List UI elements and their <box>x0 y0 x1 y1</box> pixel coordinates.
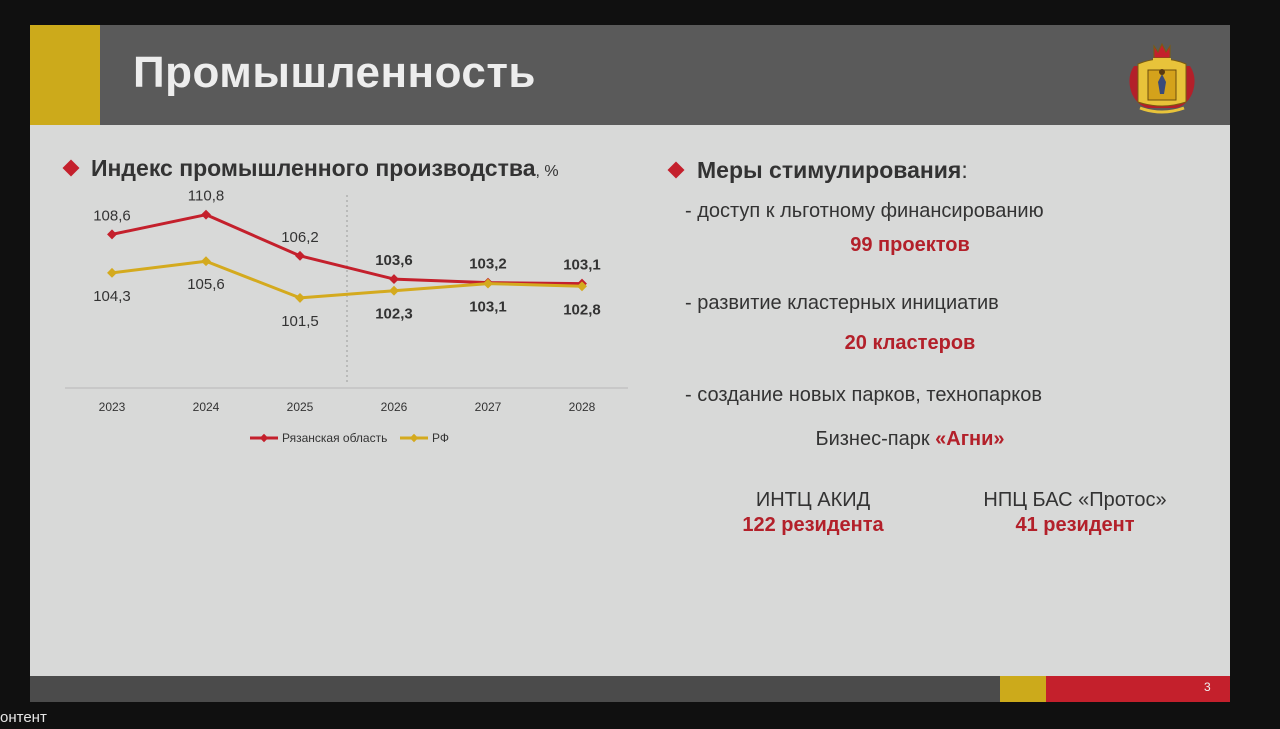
x-tick-label: 2025 <box>287 400 314 414</box>
data-label: 103,6 <box>375 252 413 269</box>
center1-value: 122 резидента <box>742 514 884 536</box>
left-section-title: Индекс промышленного производства, % <box>91 153 559 187</box>
data-point <box>107 267 117 278</box>
legend-marker <box>409 433 419 443</box>
coat-of-arms-icon <box>1129 42 1195 114</box>
measure-clusters-value: 20 кластеров <box>844 332 976 354</box>
business-park-name: «Агни» <box>935 428 1005 450</box>
x-tick-label: 2027 <box>475 400 502 414</box>
data-point <box>295 292 305 303</box>
data-point <box>577 281 587 292</box>
page-number: 3 <box>1204 680 1211 694</box>
footer-bar <box>30 676 1000 702</box>
data-label: 103,2 <box>469 256 507 273</box>
data-label: 108,6 <box>93 207 131 224</box>
x-tick-label: 2028 <box>569 400 596 414</box>
business-park-prefix: Бизнес-парк <box>815 428 936 450</box>
legend-label: РФ <box>432 431 449 445</box>
series-line <box>111 259 583 300</box>
data-point <box>389 285 399 296</box>
center2-name: НПЦ БАС «Протос» <box>983 489 1167 511</box>
left-section-title-text: Индекс промышленного производства <box>91 155 536 181</box>
header-accent <box>30 25 100 125</box>
left-section-title-unit: , % <box>535 163 559 180</box>
data-point <box>201 209 211 220</box>
data-point <box>201 256 211 267</box>
data-point <box>483 278 493 289</box>
footer-accent-yellow <box>1000 676 1046 702</box>
caption-text: онтент <box>0 709 47 726</box>
data-label: 102,3 <box>375 306 413 323</box>
right-section-title-text: Меры стимулирования <box>697 157 962 183</box>
measure-financing: - доступ к льготному финансированию <box>685 200 1044 222</box>
x-tick-label: 2023 <box>99 400 126 414</box>
industrial-index-chart: 2023 2024 2025 2026 2027 2028 108,6 104,3 110,8 1… <box>65 188 628 445</box>
data-point <box>295 250 305 261</box>
footer-accent-red <box>1046 676 1230 702</box>
data-label: 102,8 <box>563 301 601 318</box>
measure-financing-value: 99 проектов <box>850 234 970 256</box>
data-point <box>389 274 399 285</box>
legend-marker <box>259 433 269 443</box>
x-tick-label: 2024 <box>193 400 220 414</box>
data-point <box>107 229 117 240</box>
measure-parks: - создание новых парков, технопарков <box>685 384 1042 406</box>
data-label: 104,3 <box>93 288 131 305</box>
center1-name: ИНТЦ АКИД <box>755 489 871 511</box>
bullet-diamond-icon <box>667 161 685 179</box>
data-label: 110,8 <box>188 188 224 205</box>
data-label: 101,5 <box>281 313 319 330</box>
measure-clusters: - развитие кластерных инициатив <box>685 292 999 314</box>
data-label: 106,2 <box>281 229 319 246</box>
header-bar <box>30 25 1230 125</box>
data-label: 105,6 <box>187 276 225 293</box>
business-park: Бизнес-парк «Агни» <box>760 426 1060 452</box>
presentation-slide: Промышленность Индекс промышленного прои… <box>30 25 1230 702</box>
right-section-title: Меры стимулирования: <box>697 155 968 185</box>
center2-value: 41 резидент <box>1015 514 1135 536</box>
data-label: 103,1 <box>469 299 507 316</box>
legend-label: Рязанская область <box>282 431 387 445</box>
right-section-title-colon: : <box>961 157 968 183</box>
slide-title: Промышленность <box>133 48 536 97</box>
data-label: 103,1 <box>563 257 601 274</box>
x-tick-label: 2026 <box>381 400 408 414</box>
